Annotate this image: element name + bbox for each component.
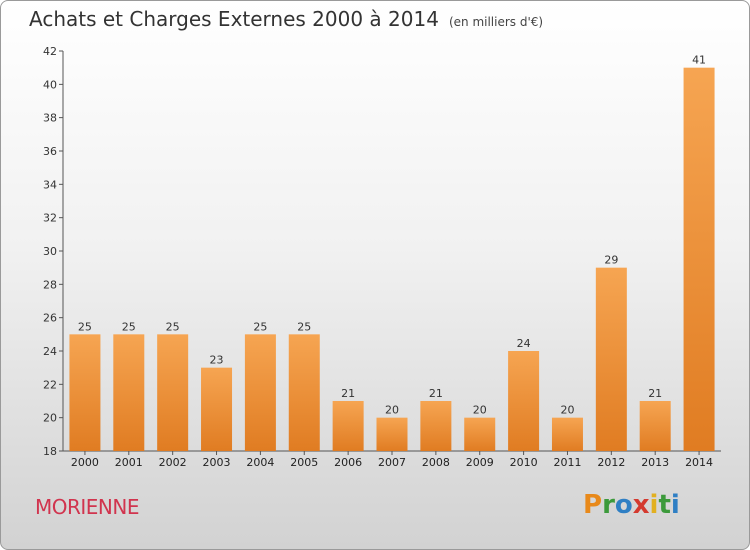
- bar-2007: [376, 417, 408, 451]
- x-tick-label: 2001: [115, 456, 143, 469]
- data-label: 20: [560, 404, 574, 417]
- bar-2006: [332, 401, 364, 451]
- bar-2003: [201, 367, 233, 451]
- bar-2009: [464, 417, 496, 451]
- x-tick-label: 2011: [553, 456, 581, 469]
- data-label: 21: [341, 387, 355, 400]
- bar-2005: [288, 334, 320, 451]
- chart-subtitle: (en milliers d'€): [448, 15, 544, 29]
- x-tick-label: 2006: [334, 456, 362, 469]
- y-tick-label: 42: [43, 45, 57, 58]
- x-tick-label: 2013: [641, 456, 669, 469]
- data-label: 21: [648, 387, 662, 400]
- bar-2000: [69, 334, 101, 451]
- y-axis: 18 20 22 24 26 28 30 32 34 36 38 40 42: [43, 45, 64, 458]
- bars: [69, 67, 715, 452]
- x-tick-label: 2004: [246, 456, 274, 469]
- bar-2014: [683, 67, 715, 452]
- x-tick-label: 2002: [159, 456, 187, 469]
- y-tick-label: 18: [43, 445, 57, 458]
- data-label: 41: [692, 54, 706, 67]
- x-tick-label: 2007: [378, 456, 406, 469]
- y-tick-label: 20: [43, 412, 57, 425]
- data-label: 25: [297, 320, 311, 333]
- bar-2008: [420, 401, 452, 451]
- bar-2011: [551, 417, 583, 451]
- x-axis: 2000 2001 2002 2003 2004 2005 2006 2007 2008 2009…: [63, 450, 721, 469]
- y-tick-label: 28: [43, 278, 57, 291]
- x-tick-label: 2012: [597, 456, 625, 469]
- y-tick-label: 38: [43, 112, 57, 125]
- y-tick-label: 24: [43, 345, 57, 358]
- data-label: 25: [78, 320, 92, 333]
- x-tick-label: 2005: [290, 456, 318, 469]
- bar-2013: [639, 401, 671, 451]
- y-tick-label: 34: [43, 178, 57, 191]
- y-tick-label: 22: [43, 378, 57, 391]
- bar-2001: [113, 334, 145, 451]
- bar-2002: [157, 334, 189, 451]
- data-label: 21: [429, 387, 443, 400]
- logo-letter: x: [632, 490, 650, 520]
- x-tick-label: 2010: [510, 456, 538, 469]
- x-tick-label: 2000: [71, 456, 99, 469]
- data-labels: 25 25 25 23 25 25 21 20 21 20 24 20 29 21 41: [78, 54, 706, 417]
- logo-letter: t: [658, 490, 671, 520]
- logo-letter: r: [602, 490, 615, 520]
- data-label: 20: [473, 404, 487, 417]
- data-label: 25: [166, 320, 180, 333]
- logo-letter: P: [583, 490, 603, 520]
- chart-title: Achats et Charges Externes 2000 à 2014 (e…: [29, 7, 543, 31]
- bar-2004: [244, 334, 276, 451]
- chart-title-text: Achats et Charges Externes 2000 à 2014: [29, 7, 439, 31]
- y-tick-label: 36: [43, 145, 57, 158]
- data-label: 29: [604, 254, 618, 267]
- y-tick-label: 32: [43, 212, 57, 225]
- data-label: 23: [210, 354, 224, 367]
- y-tick-label: 30: [43, 245, 57, 258]
- logo-letter: i: [670, 490, 680, 520]
- logo-letter: o: [614, 490, 633, 520]
- data-label: 20: [385, 404, 399, 417]
- bar-2010: [508, 351, 540, 451]
- x-tick-label: 2009: [466, 456, 494, 469]
- data-label: 24: [517, 337, 531, 350]
- proxiti-logo: Proxiti: [583, 490, 680, 520]
- y-tick-label: 40: [43, 78, 57, 91]
- data-label: 25: [122, 320, 136, 333]
- logo-letter: i: [649, 490, 659, 520]
- y-tick-label: 26: [43, 312, 57, 325]
- x-tick-label: 2008: [422, 456, 450, 469]
- data-label: 25: [253, 320, 267, 333]
- location-name: MORIENNE: [35, 495, 140, 519]
- x-tick-label: 2003: [203, 456, 231, 469]
- x-tick-label: 2014: [685, 456, 713, 469]
- bar-2012: [595, 267, 627, 451]
